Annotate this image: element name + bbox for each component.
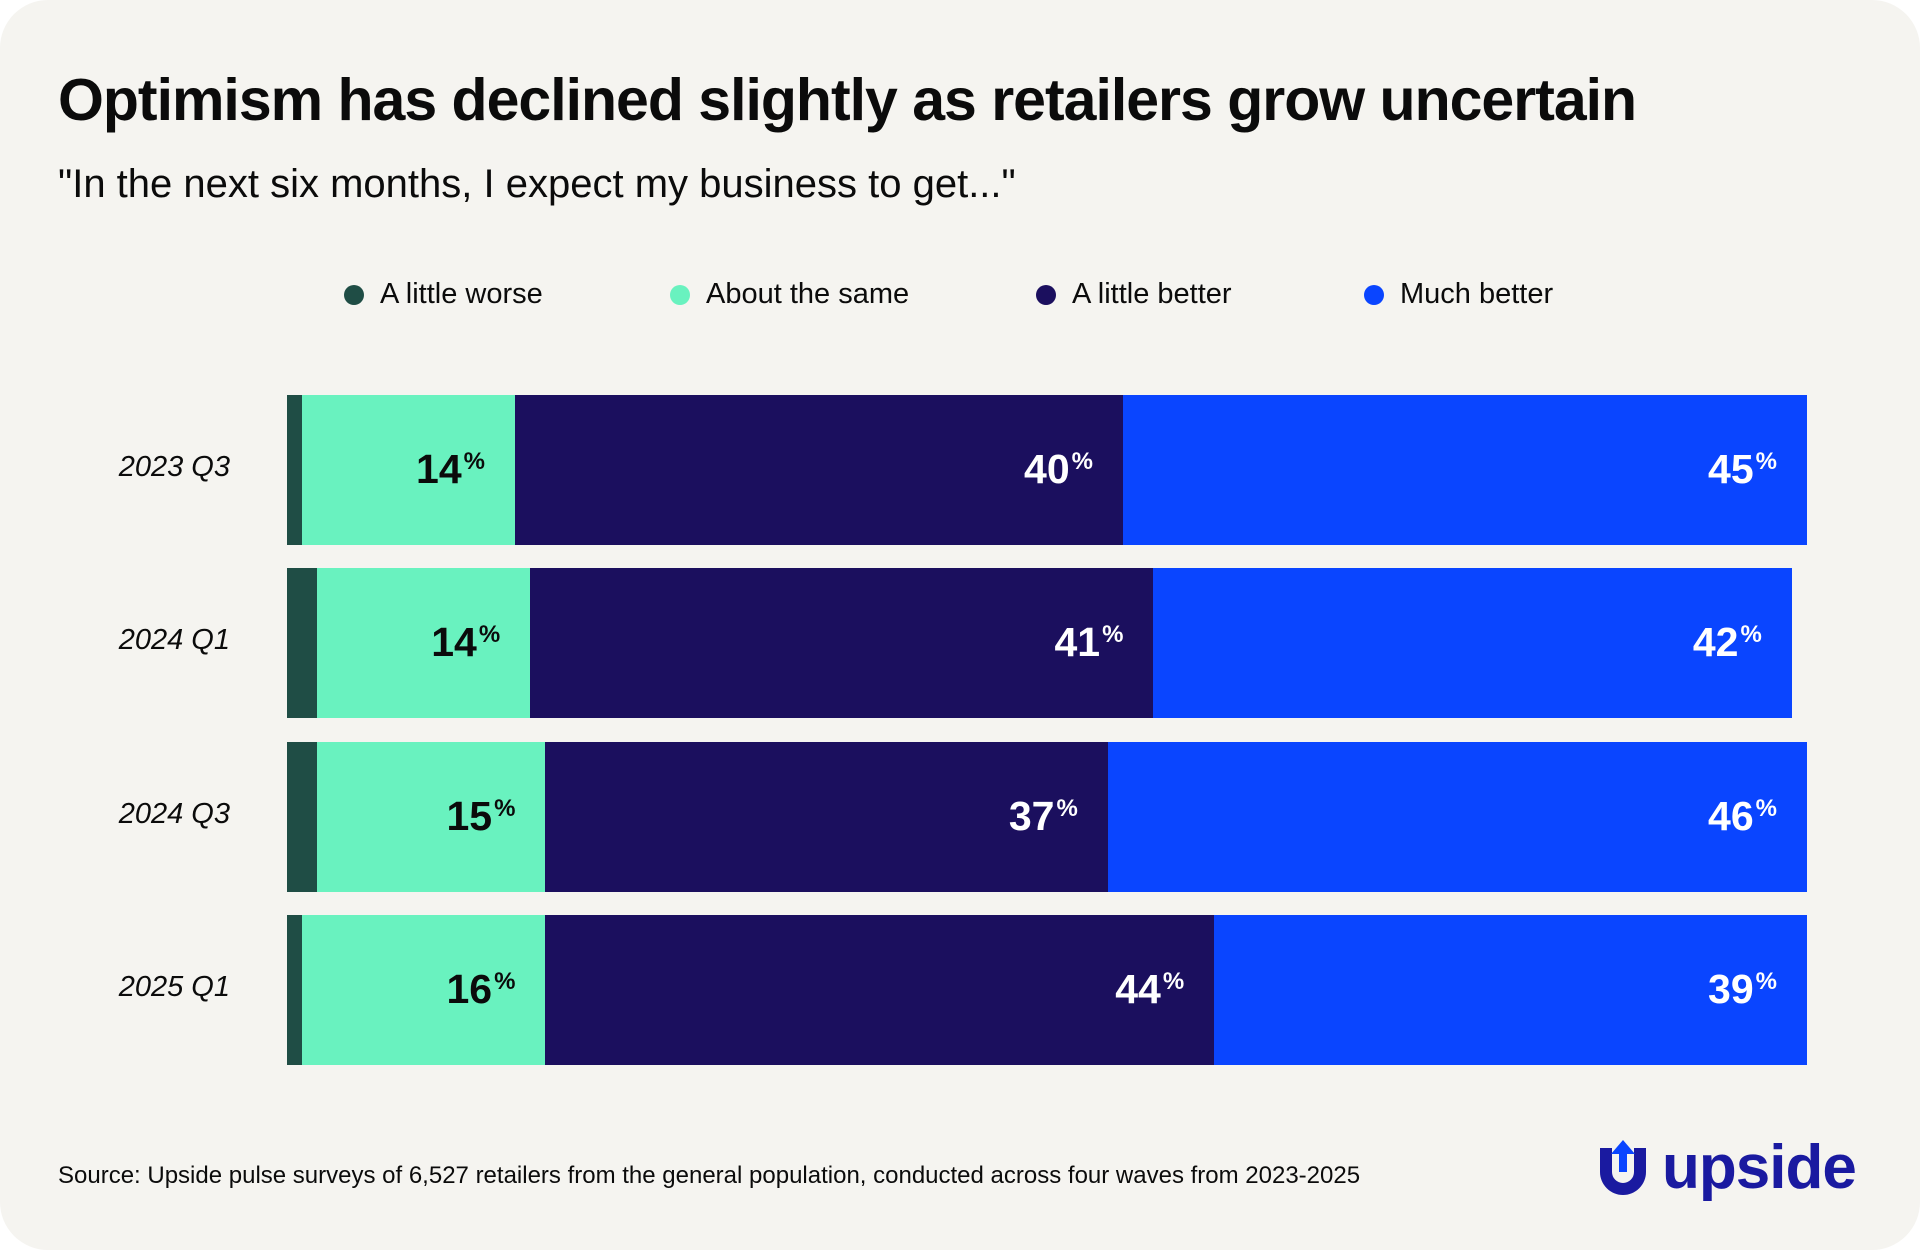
chart-subtitle: "In the next six months, I expect my bus… [58,162,1016,206]
legend-label: Much better [1400,278,1554,310]
data-label: 44% [1115,966,1185,1012]
legend-swatch [1364,284,1384,305]
bar-segment [530,568,1154,718]
data-label: 39% [1708,966,1777,1012]
legend-item-a-little-worse: A little worse [344,278,543,311]
data-label: 45% [1708,446,1777,492]
data-label: 41% [1054,619,1124,665]
upside-wordmark: upside [1662,1133,1857,1202]
legend-swatch [670,284,690,305]
legend-item-about-the-same: About the same [670,278,909,311]
chart-title: Optimism has declined slightly as retail… [58,67,1637,133]
bar-segment [545,742,1108,892]
bar-segment [287,395,303,545]
bar-segment [515,395,1123,545]
bar-segment [317,742,546,892]
upside-logo-icon [1600,1139,1646,1195]
bar-segment [317,568,531,718]
legend-label: A little worse [380,278,543,310]
bar-segment [1153,568,1792,718]
row-label: 2024 Q1 [118,624,230,656]
data-label: 15% [446,793,516,839]
data-label: 16% [446,966,516,1012]
data-label: 14% [416,446,485,492]
bar-segment [1107,742,1807,892]
data-label: 46% [1708,793,1777,839]
legend-label: A little better [1072,278,1232,310]
bar-segment [287,915,303,1065]
bar-segment [1214,915,1807,1065]
data-label: 14% [431,619,501,665]
row-label: 2025 Q1 [118,971,230,1003]
upside-logo: upside [1594,1132,1857,1203]
legend-swatch [344,284,364,305]
bar-segment [287,742,318,892]
legend-item-a-little-better: A little better [1036,278,1232,311]
bar-segment [302,395,515,545]
legend: A little worse About the same A little b… [0,278,1920,322]
bar-segment [1123,395,1807,545]
legend-item-much-better: Much better [1364,278,1553,311]
row-label: 2024 Q3 [118,798,230,830]
bar-segment [545,915,1215,1065]
bar-segment [302,915,546,1065]
data-label: 42% [1692,619,1762,665]
legend-label: About the same [706,278,910,310]
legend-swatch [1036,284,1056,305]
source-note: Source: Upside pulse surveys of 6,527 re… [58,1162,1361,1189]
data-label: 40% [1024,446,1093,492]
row-label: 2023 Q3 [118,451,230,483]
bar-segment [287,568,318,718]
data-label: 37% [1008,793,1078,839]
